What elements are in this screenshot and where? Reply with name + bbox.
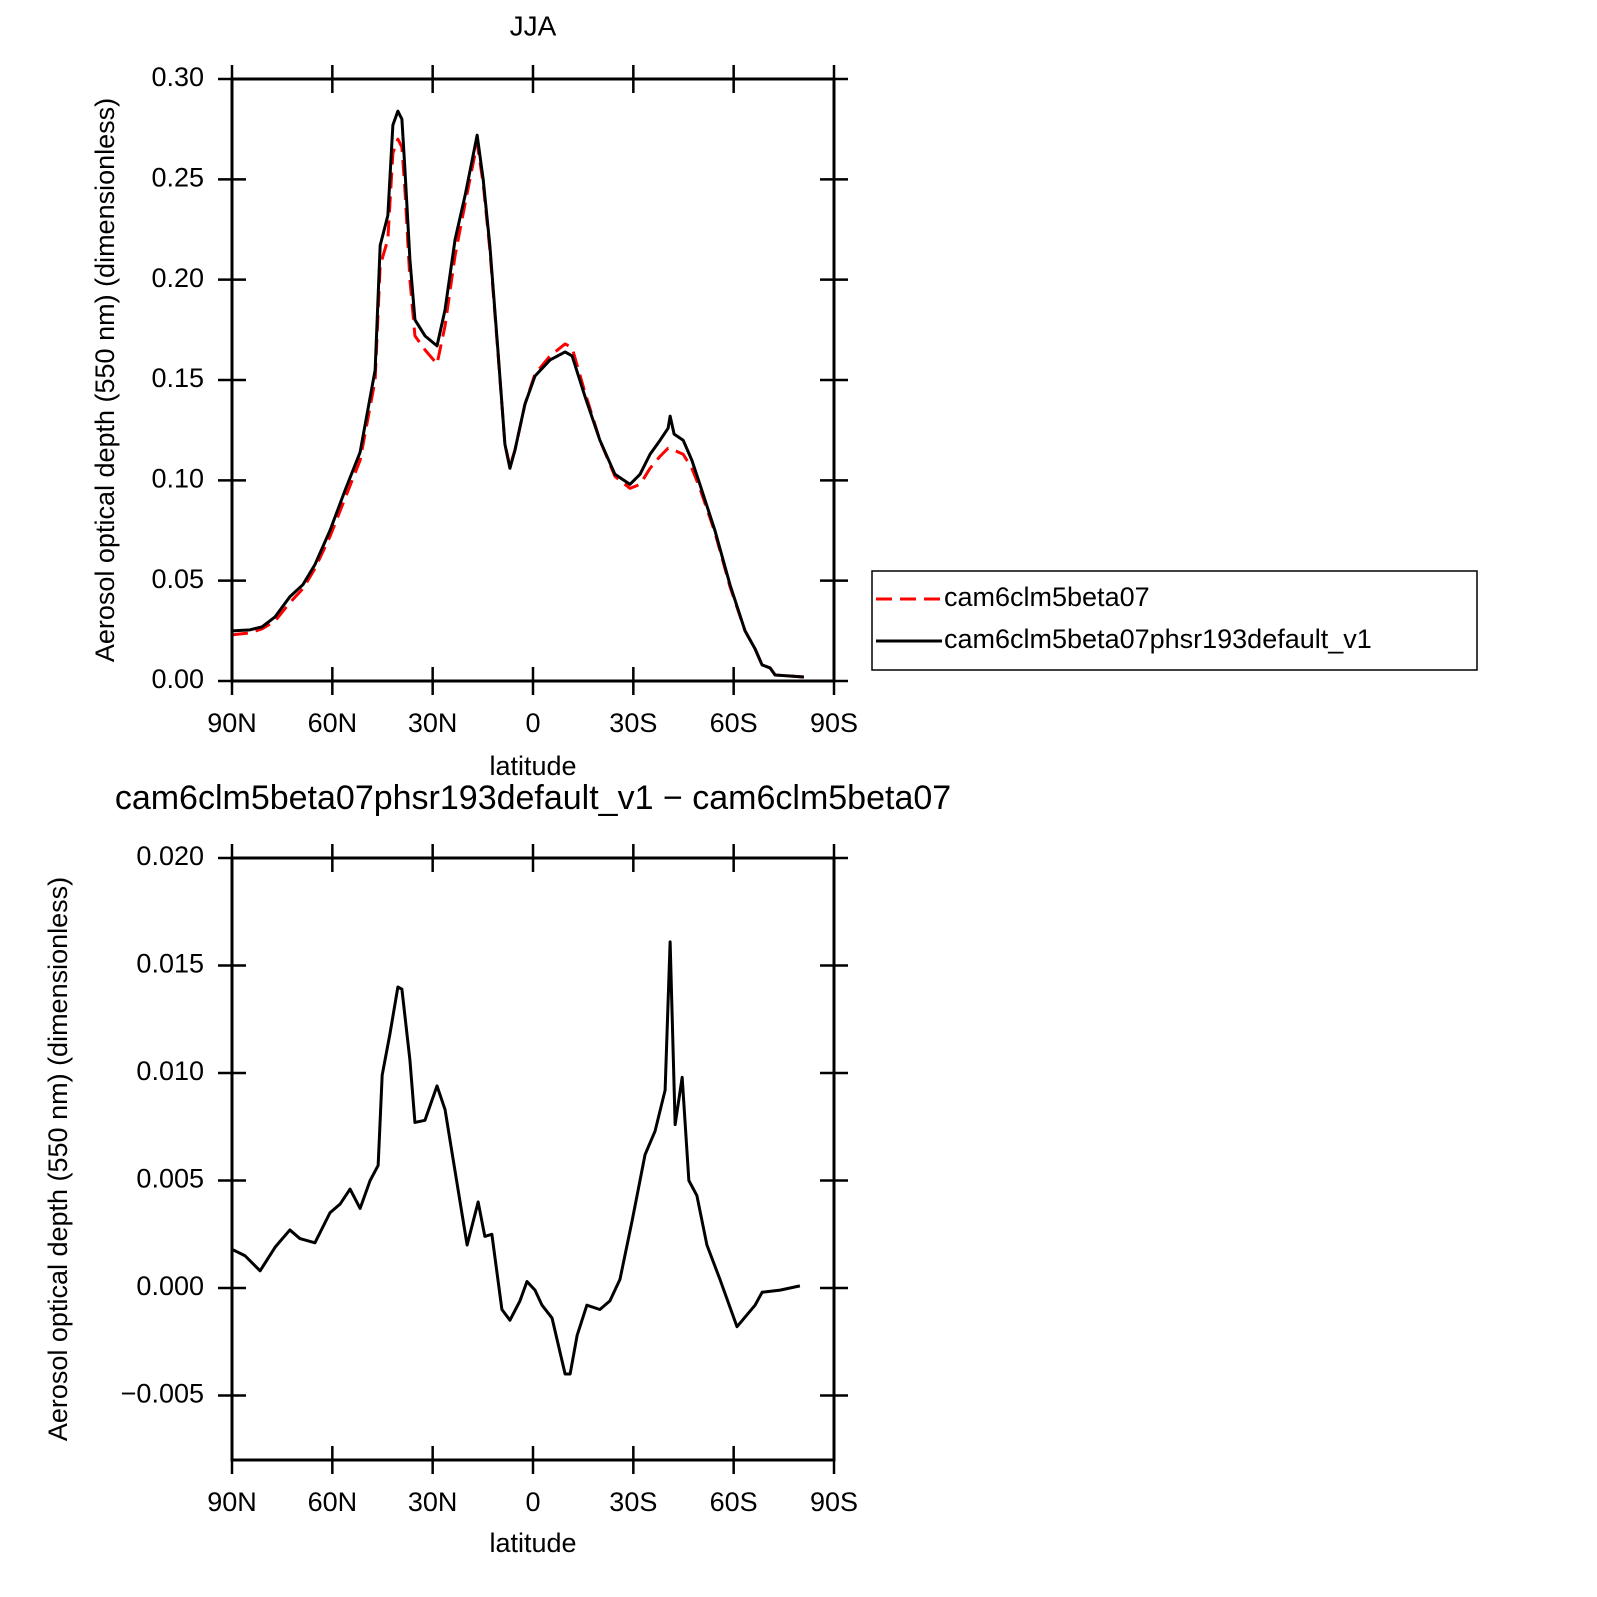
y-tick-label: 0.00: [151, 664, 204, 694]
x-tick-label: 30S: [609, 1487, 657, 1517]
x-axis-label: latitude: [489, 751, 576, 781]
y-tick-label: 0.15: [151, 363, 204, 393]
x-axis-label: latitude: [489, 1528, 576, 1558]
y-tick-label: 0.000: [136, 1271, 204, 1301]
y-tick-label: 0.10: [151, 463, 204, 493]
x-tick-label: 0: [525, 708, 540, 738]
data-line: [231, 137, 805, 679]
y-tick-label: 0.25: [151, 162, 204, 192]
x-tick-label: 60N: [308, 708, 358, 738]
legend: cam6clm5beta07 cam6clm5beta07phsr193defau…: [871, 570, 1478, 671]
x-tick-label: 90N: [207, 1487, 257, 1517]
y-tick-label: 0.020: [136, 841, 204, 871]
x-tick-label: 30N: [408, 1487, 458, 1517]
x-tick-label: 60S: [710, 1487, 758, 1517]
x-tick-label: 90S: [810, 708, 858, 738]
y-tick-label: 0.20: [151, 263, 204, 293]
chart-title: JJA: [510, 10, 557, 41]
x-tick-label: 60S: [710, 708, 758, 738]
chart-title: cam6clm5beta07phsr193default_v1 − cam6cl…: [115, 779, 951, 817]
y-tick-label: 0.30: [151, 62, 204, 92]
x-tick-label: 60N: [308, 1487, 358, 1517]
y-tick-label: 0.015: [136, 949, 204, 979]
y-tick-label: 0.05: [151, 564, 204, 594]
chart: cam6clm5beta07phsr193default_v1 − cam6cl…: [43, 779, 951, 1558]
data-line: [231, 109, 805, 679]
y-tick-label: 0.010: [136, 1056, 204, 1086]
x-tick-label: 30N: [408, 708, 458, 738]
chart: JJA latitude Aerosol optical depth (550 nm…: [90, 10, 1478, 781]
plot-frame: [230, 856, 836, 1462]
x-tick-label: 90N: [207, 708, 257, 738]
legend-label: cam6clm5beta07phsr193default_v1: [944, 624, 1372, 654]
data-line: [231, 940, 801, 1376]
y-tick-label: −0.005: [121, 1379, 204, 1409]
x-tick-label: 90S: [810, 1487, 858, 1517]
legend-label: cam6clm5beta07: [944, 582, 1150, 612]
x-tick-label: 0: [525, 1487, 540, 1517]
y-axis-label: Aerosol optical depth (550 nm) (dimensio…: [43, 877, 73, 1441]
y-axis-label: Aerosol optical depth (550 nm) (dimensio…: [90, 98, 120, 662]
y-tick-label: 0.005: [136, 1164, 204, 1194]
x-tick-label: 30S: [609, 708, 657, 738]
legend-box: [871, 570, 1478, 671]
